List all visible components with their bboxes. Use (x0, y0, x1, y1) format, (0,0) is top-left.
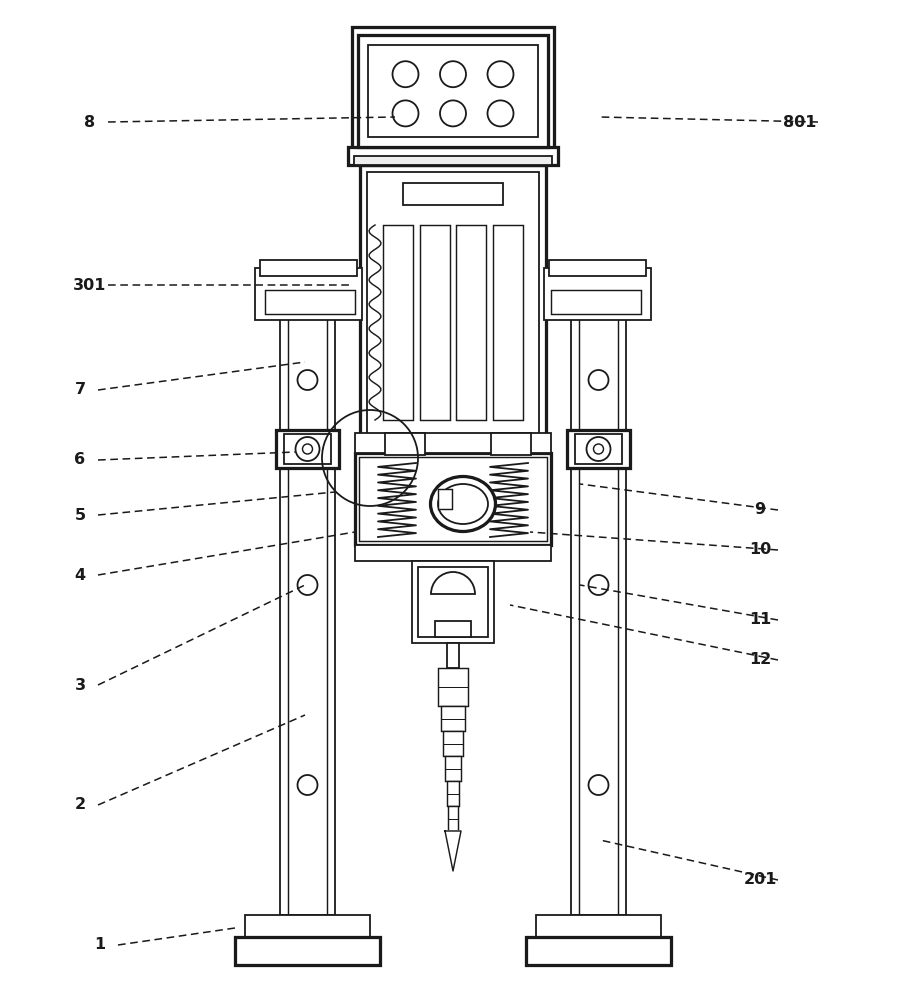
Bar (359, 457, 547, 541)
Polygon shape (445, 831, 461, 871)
Text: 801: 801 (784, 115, 816, 130)
Bar (418, 567, 488, 637)
Text: 1: 1 (94, 937, 106, 952)
Bar (441, 706, 465, 731)
Bar (571, 268, 626, 915)
Ellipse shape (438, 484, 488, 524)
Bar (447, 781, 459, 806)
Bar (403, 183, 503, 205)
Bar (383, 225, 413, 420)
Bar (438, 668, 468, 706)
Bar (358, 35, 548, 147)
Circle shape (589, 370, 609, 390)
Circle shape (586, 437, 611, 461)
Circle shape (487, 100, 514, 126)
Circle shape (392, 100, 419, 126)
Text: 10: 10 (749, 542, 771, 558)
Bar (544, 268, 651, 320)
Bar (245, 915, 370, 937)
Bar (284, 434, 331, 464)
Bar (447, 643, 459, 668)
Ellipse shape (430, 477, 496, 532)
Text: 4: 4 (74, 568, 85, 582)
Text: 6: 6 (74, 452, 85, 468)
Text: 7: 7 (74, 382, 85, 397)
Bar (567, 430, 630, 468)
Text: 8: 8 (84, 115, 95, 130)
Circle shape (297, 775, 317, 795)
Bar (456, 225, 486, 420)
Text: 301: 301 (73, 278, 107, 293)
Bar (352, 27, 554, 151)
Bar (438, 489, 452, 509)
Bar (276, 430, 339, 468)
Circle shape (440, 61, 466, 87)
Circle shape (303, 444, 313, 454)
Circle shape (589, 775, 609, 795)
Bar (235, 937, 380, 965)
Bar (493, 225, 523, 420)
Bar (360, 165, 546, 465)
Circle shape (392, 61, 419, 87)
Text: 2: 2 (74, 797, 85, 812)
Text: 12: 12 (749, 652, 771, 668)
Circle shape (440, 100, 466, 126)
Circle shape (295, 437, 320, 461)
Circle shape (297, 370, 317, 390)
Bar (385, 433, 425, 455)
Bar (348, 147, 558, 165)
Bar (255, 268, 362, 320)
Text: 5: 5 (74, 508, 85, 522)
Bar (367, 172, 539, 458)
Text: 201: 201 (743, 872, 776, 888)
Bar (355, 453, 551, 545)
Text: 11: 11 (749, 612, 771, 628)
Bar (412, 561, 494, 643)
Bar (551, 290, 641, 314)
Bar (435, 621, 471, 637)
Bar (491, 433, 531, 455)
Bar (549, 260, 646, 276)
Wedge shape (431, 572, 475, 594)
Circle shape (589, 575, 609, 595)
Bar (526, 937, 671, 965)
Circle shape (297, 575, 317, 595)
Bar (354, 156, 552, 165)
Bar (420, 225, 450, 420)
Bar (445, 756, 461, 781)
Bar (280, 268, 335, 915)
Bar (448, 806, 458, 831)
Bar (575, 434, 622, 464)
Bar (368, 45, 538, 137)
Text: 3: 3 (74, 678, 85, 692)
Circle shape (593, 444, 603, 454)
Bar (355, 433, 551, 453)
Circle shape (487, 61, 514, 87)
Bar (536, 915, 661, 937)
Bar (260, 260, 357, 276)
Bar (355, 545, 551, 561)
Text: 9: 9 (755, 502, 766, 518)
Bar (265, 290, 355, 314)
Bar (443, 731, 463, 756)
